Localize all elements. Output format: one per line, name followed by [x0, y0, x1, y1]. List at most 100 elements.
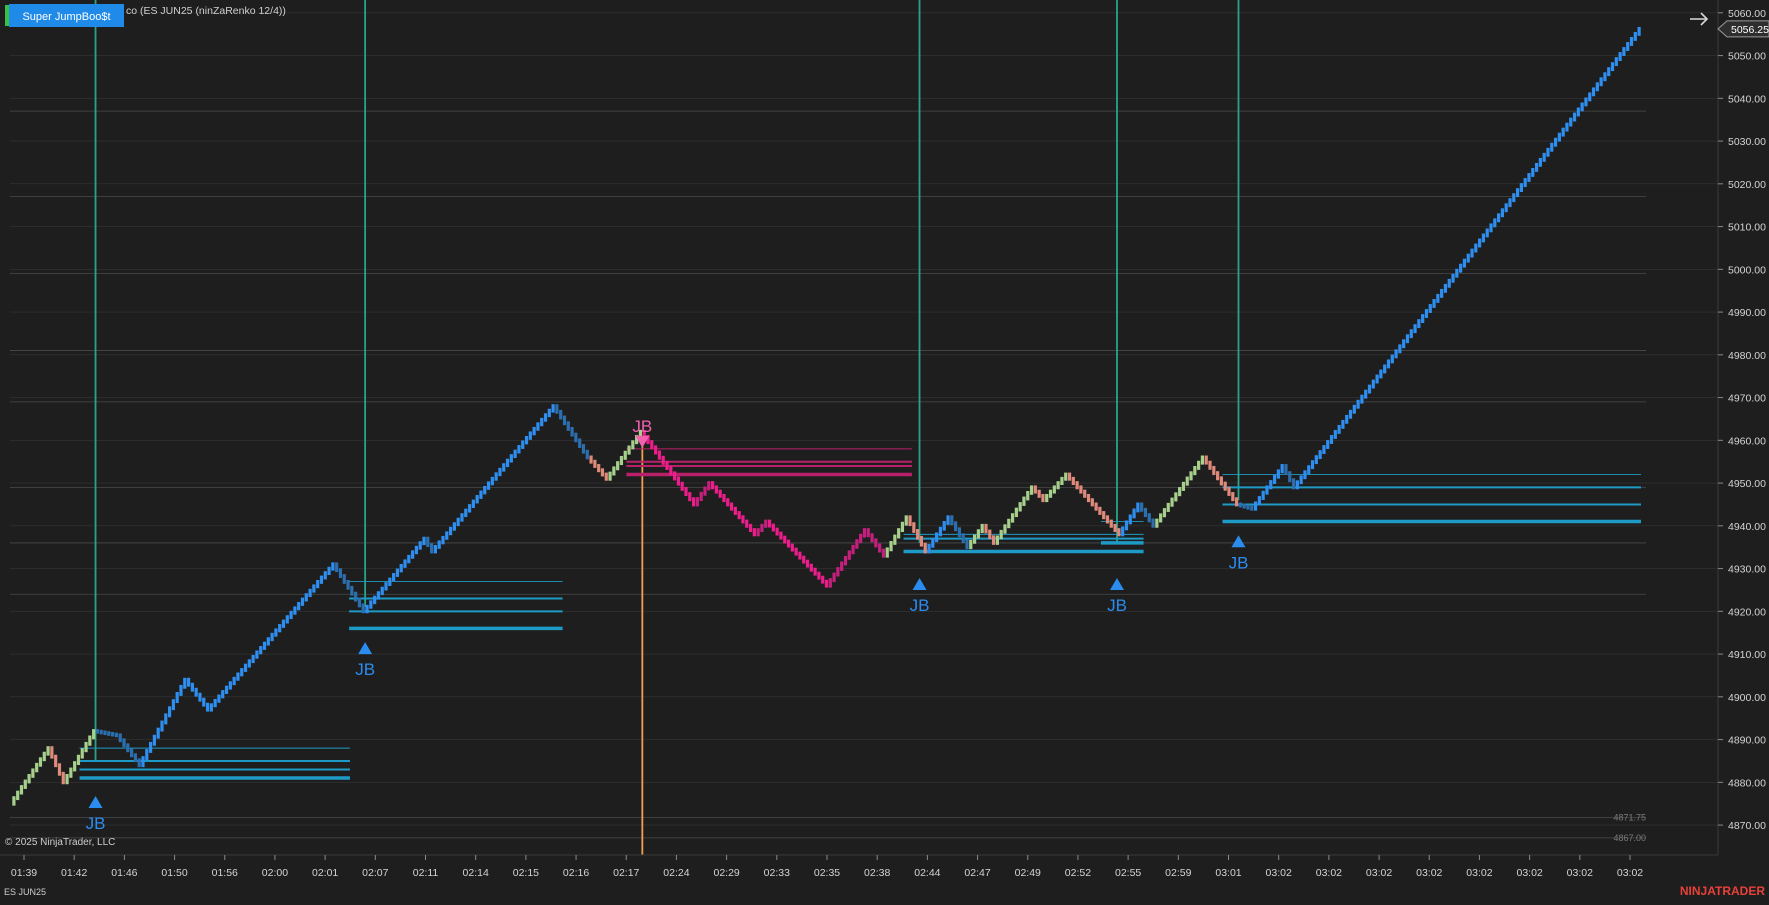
renko-bar	[133, 753, 138, 763]
renko-bar	[224, 685, 229, 694]
renko-bar	[156, 727, 160, 739]
renko-bar	[786, 539, 791, 548]
renko-bar	[817, 571, 821, 580]
renko-bar	[1375, 374, 1379, 384]
renko-bar	[1052, 485, 1056, 494]
renko-bar	[50, 746, 54, 759]
renko-bar	[251, 654, 255, 664]
renko-bar	[745, 519, 749, 528]
renko-bar	[236, 672, 240, 681]
renko-bar	[897, 528, 901, 539]
renko-bar	[1466, 253, 1470, 263]
renko-bar	[597, 464, 601, 473]
renko-bar	[813, 567, 817, 576]
renko-bar	[505, 458, 510, 468]
super-jumpboost-button-label[interactable]: Super JumpBoo$t	[22, 11, 110, 23]
reference-level-label: 4871.75	[1613, 813, 1646, 823]
renko-bar	[847, 550, 851, 560]
renko-bar	[532, 426, 536, 436]
renko-bar	[335, 562, 339, 573]
renko-bar	[1197, 460, 1201, 470]
arrow-right-icon[interactable]	[1690, 12, 1709, 26]
renko-bar	[171, 699, 175, 711]
renko-bar	[1557, 132, 1561, 142]
y-tick-label: 4960.00	[1728, 435, 1766, 447]
renko-bar	[1481, 233, 1486, 243]
super-jumpboost-button[interactable]: Super JumpBoo$t	[9, 4, 124, 27]
renko-bar	[1538, 157, 1542, 167]
renko-bar	[232, 676, 236, 686]
renko-bar	[1105, 515, 1110, 524]
renko-bar	[991, 535, 996, 545]
renko-bar	[631, 440, 635, 450]
renko-bar	[866, 528, 870, 538]
renko-bar	[213, 698, 217, 708]
renko-bar	[1238, 502, 1242, 508]
renko-bar	[373, 595, 377, 605]
renko-bar	[380, 586, 384, 596]
renko-bar	[1459, 263, 1463, 273]
renko-bar	[870, 533, 874, 543]
renko-bar	[57, 763, 62, 776]
renko-bar	[88, 735, 92, 746]
renko-bar	[475, 495, 479, 504]
x-tick-label: 02:55	[1115, 867, 1141, 879]
renko-bar	[665, 460, 669, 471]
super-jumpboost-button-bg[interactable]	[9, 4, 124, 27]
renko-bar	[1170, 497, 1174, 507]
renko-bar	[467, 504, 472, 513]
y-tick-label: 4940.00	[1728, 521, 1766, 533]
x-tick-label: 02:11	[413, 867, 439, 879]
renko-bar	[673, 471, 677, 481]
renko-bar	[802, 555, 806, 564]
renko-bar	[1576, 107, 1580, 117]
y-tick-label: 4880.00	[1728, 777, 1766, 789]
renko-bar	[1014, 507, 1018, 518]
renko-bar	[540, 417, 544, 427]
renko-bar	[642, 429, 646, 439]
renko-bar	[1633, 31, 1637, 41]
x-tick-label: 03:02	[1316, 867, 1342, 879]
renko-bar	[1307, 465, 1311, 475]
renko-bar	[699, 491, 703, 502]
renko-bar	[1424, 309, 1429, 318]
renko-bar	[445, 531, 449, 540]
renko-bar	[1512, 193, 1516, 203]
renko-bar	[1250, 505, 1254, 511]
renko-bar	[441, 535, 445, 545]
renko-bar	[555, 404, 559, 414]
renko-bar	[1083, 489, 1087, 498]
renko-bar	[619, 455, 624, 466]
renko-bar	[35, 762, 39, 773]
renko-bar	[828, 578, 832, 588]
renko-bar	[551, 404, 555, 413]
x-tick-label: 03:01	[1215, 867, 1241, 879]
renko-bar	[767, 519, 772, 528]
renko-bar	[874, 538, 878, 548]
renko-bar	[1079, 485, 1083, 494]
x-tick-label: 02:38	[864, 867, 890, 879]
x-axis[interactable]: 01:39 01:42 01:46 01:50 01:56 02:00 02:01 02:07…	[11, 855, 1643, 879]
renko-bar	[1310, 460, 1315, 470]
renko-bar	[536, 422, 540, 431]
y-axis[interactable]: 4870.00 4880.00 4890.00 4900.00 4910.00 4920.…	[1718, 8, 1766, 832]
renko-bar	[1341, 419, 1345, 429]
renko-bar	[1071, 476, 1075, 485]
renko-bar	[1253, 501, 1258, 511]
renko-bar	[1390, 354, 1394, 364]
renko-bar	[1440, 288, 1444, 298]
renko-bar	[1542, 152, 1546, 162]
renko-bar	[1094, 502, 1098, 511]
renko-bar	[1565, 122, 1569, 132]
renko-bar	[1500, 208, 1505, 218]
renko-bar	[1610, 62, 1615, 72]
renko-bar	[1580, 102, 1584, 112]
renko-bar	[935, 532, 939, 542]
last-price-label: 5056.25	[1731, 24, 1769, 36]
renko-bar	[676, 476, 681, 486]
jb-down-arrow-icon	[635, 435, 650, 448]
y-tick-label: 5030.00	[1728, 136, 1766, 148]
y-tick-label: 4920.00	[1728, 606, 1766, 618]
